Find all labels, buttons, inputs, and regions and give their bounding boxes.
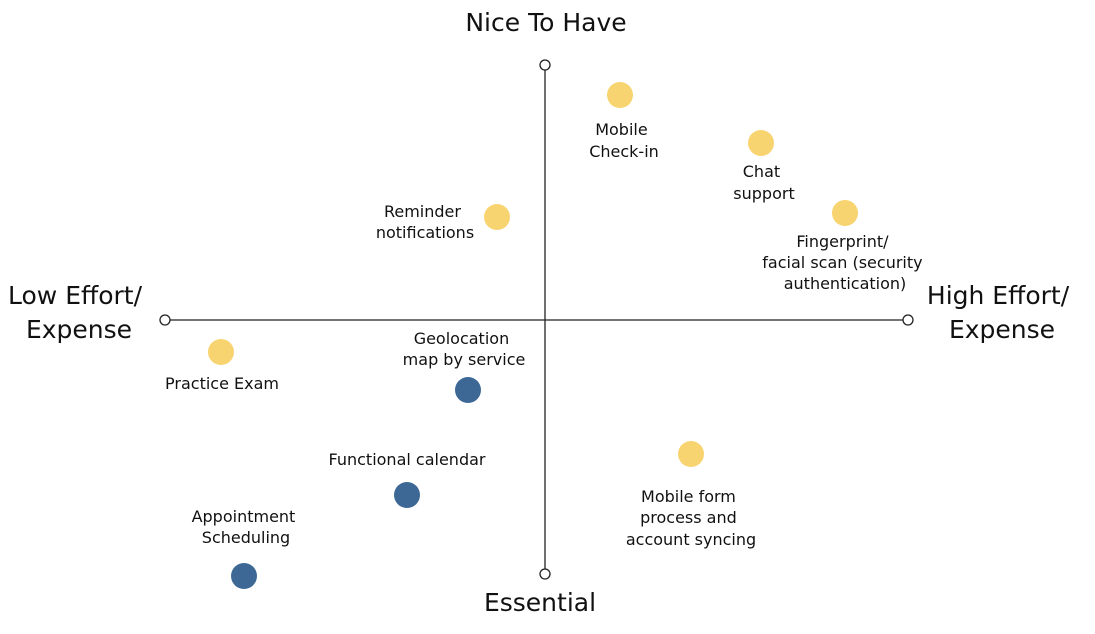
right-axis-title: High Effort/ Expense [927,281,1077,344]
axis-end [902,314,914,326]
label-line: Scheduling [202,528,290,547]
item-label: Functional calendar [329,450,486,469]
item-dot [455,377,481,403]
label-line: facial scan (security [762,253,922,272]
label-line: Mobile form [641,487,736,506]
label-line: Chat [743,162,780,181]
label-line: Appointment [192,507,296,526]
title-line: Expense [26,315,132,344]
title-line: High Effort/ [927,281,1070,310]
item-dot [231,563,257,589]
item-label: Reminder notifications [376,202,474,242]
label-line: Geolocation [414,329,510,348]
label-line: Reminder [384,202,461,221]
item-dot [607,82,633,108]
label-line: authentication) [784,274,907,293]
item-dot [678,441,704,467]
label-line: map by service [403,350,526,369]
axis-end [159,314,171,326]
axis-end [539,59,551,71]
bottom-axis-title: Essential [484,588,596,617]
label-line: support [733,184,794,203]
axis-end [539,568,551,580]
item-label: Mobile Check-in [589,120,659,161]
label-line: notifications [376,223,474,242]
item-dot [832,200,858,226]
item-label: Mobile form process and account syncing [626,487,756,549]
item-label: Practice Exam [165,374,279,393]
top-axis-title: Nice To Have [465,8,626,37]
item-dot [394,482,420,508]
label-line: Check-in [589,142,659,161]
item-label: Fingerprint/ facial scan (security authe… [762,232,927,293]
item-label: Chat support [733,162,794,203]
item-dot [748,130,774,156]
label-line: process and [640,508,737,527]
label-line: Fingerprint/ [796,232,889,251]
item-dot [484,204,510,230]
item-label: Geolocation map by service [403,329,526,369]
label-line: Mobile [595,120,647,139]
title-line: Low Effort/ [8,281,143,310]
item-dot [208,339,234,365]
label-line: Practice Exam [165,374,279,393]
item-label: Appointment Scheduling [192,507,301,547]
label-line: account syncing [626,530,756,549]
title-line: Expense [949,315,1055,344]
left-axis-title: Low Effort/ Expense [8,281,150,344]
label-line: Functional calendar [329,450,486,469]
